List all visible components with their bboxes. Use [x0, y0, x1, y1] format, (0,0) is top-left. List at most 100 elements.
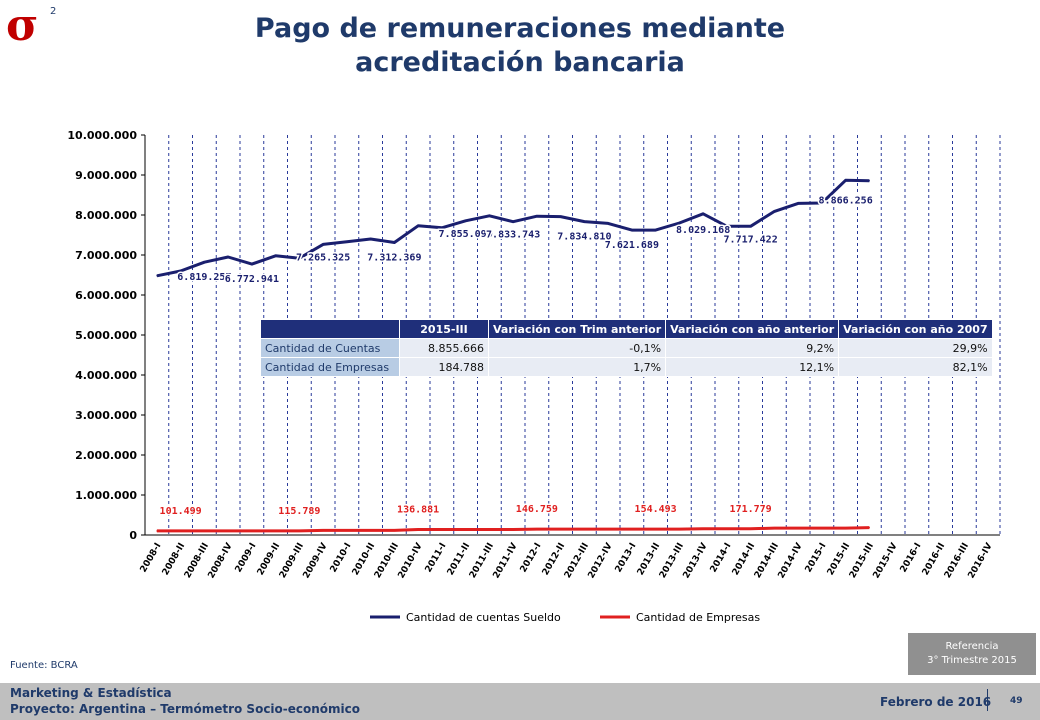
data-label: 7.265.325	[296, 252, 350, 263]
data-label: 115.789	[278, 506, 320, 517]
page-title: Pago de remuneraciones mediante acredita…	[200, 12, 840, 80]
data-point	[346, 241, 348, 243]
data-point	[488, 215, 490, 217]
data-label: 171.779	[730, 504, 772, 515]
data-point	[275, 530, 277, 532]
data-label: 7.717.422	[724, 234, 778, 245]
data-point	[322, 529, 324, 531]
x-tick-label: 2010-II	[351, 542, 377, 578]
data-point	[726, 225, 728, 227]
data-point	[180, 530, 182, 532]
x-tick-label: 2015-I	[804, 542, 829, 575]
table-header-cell: 2015-III	[399, 319, 489, 339]
reference-box: Referencia 3° Trimestre 2015	[908, 633, 1036, 675]
x-tick-label: 2009-IV	[302, 541, 330, 580]
data-point	[773, 210, 775, 212]
data-point	[536, 215, 538, 217]
table-header-cell: Variación con año 2007	[838, 319, 993, 339]
sigma-logo: σ 2	[6, 2, 56, 46]
data-point	[702, 528, 704, 530]
data-point	[275, 255, 277, 257]
title-line-1: Pago de remuneraciones mediante	[254, 13, 786, 44]
data-point	[868, 180, 870, 182]
x-tick-label: 2008-II	[161, 542, 187, 578]
y-tick-label: 0	[129, 529, 137, 542]
x-tick-label: 2012-I	[519, 542, 544, 575]
y-tick-label: 4.000.000	[75, 369, 137, 382]
x-tick-label: 2008-IV	[207, 541, 235, 580]
x-tick-label: 2013-IV	[682, 541, 710, 580]
page-number: 49	[1010, 696, 1023, 706]
table-corner	[260, 319, 400, 339]
data-point	[322, 243, 324, 245]
data-point	[631, 229, 633, 231]
data-point	[512, 221, 514, 223]
data-point	[298, 530, 300, 532]
data-point	[417, 528, 419, 531]
x-tick-label: 2016-II	[921, 542, 947, 578]
table-cell: 8.855.666	[399, 338, 489, 358]
data-point	[750, 528, 752, 530]
x-tick-label: 2015-IV	[872, 541, 900, 580]
table-cell: 9,2%	[665, 338, 840, 358]
data-point	[560, 216, 562, 218]
data-point	[821, 202, 823, 204]
data-label: 7.621.689	[605, 240, 659, 251]
data-label: 101.499	[160, 506, 202, 517]
data-point	[417, 225, 419, 227]
data-point	[227, 530, 229, 532]
data-label: 136.881	[397, 505, 439, 516]
x-tick-label: 2016-I	[899, 542, 924, 575]
x-tick-label: 2014-II	[731, 542, 757, 578]
data-label: 7.855.090	[439, 229, 493, 240]
data-point	[773, 527, 775, 529]
legend-label: Cantidad de cuentas Sueldo	[406, 611, 561, 624]
summary-table: 2015-III Variación con Trim anterior Var…	[260, 319, 993, 377]
x-tick-label: 2011-I	[424, 542, 449, 575]
data-point	[512, 528, 514, 531]
x-tick-label: 2014-I	[709, 542, 734, 575]
data-point	[203, 530, 205, 532]
data-point	[346, 529, 348, 531]
table-cell: 184.788	[399, 357, 489, 377]
x-tick-label: 2011-II	[446, 542, 472, 578]
data-point	[678, 222, 680, 224]
data-point	[488, 528, 490, 531]
data-point	[465, 528, 467, 531]
x-tick-label: 2011-IV	[492, 541, 520, 580]
y-tick-label: 10.000.000	[67, 129, 137, 142]
table-cell: 1,7%	[487, 357, 667, 377]
table-header-cell: Variación con Trim anterior	[487, 319, 667, 339]
data-point	[845, 527, 847, 529]
data-point	[750, 225, 752, 227]
data-point	[702, 213, 704, 215]
data-point	[441, 227, 443, 229]
table-cell: -0,1%	[487, 338, 667, 358]
data-label: 6.772.941	[225, 274, 279, 285]
x-tick-label: 2010-I	[329, 542, 354, 575]
data-point	[203, 261, 205, 263]
table-cell: 82,1%	[838, 357, 993, 377]
data-point	[607, 222, 609, 224]
table-row: Cantidad de Empresas 184.788 1,7% 12,1% …	[260, 357, 993, 377]
data-label: 8.866.256	[819, 195, 873, 206]
data-label: 6.819.257	[177, 272, 231, 283]
data-label: 146.759	[516, 504, 558, 515]
data-point	[393, 241, 395, 244]
data-point	[441, 528, 443, 531]
logo-sigma: σ	[6, 2, 38, 46]
data-point	[631, 528, 633, 530]
data-point	[298, 257, 300, 259]
data-point	[655, 229, 657, 231]
data-point	[370, 529, 372, 531]
table-cell: 29,9%	[838, 338, 993, 358]
x-tick-label: 2015-II	[826, 542, 852, 578]
data-label: 7.834.810	[557, 232, 611, 243]
y-tick-label: 5.000.000	[75, 329, 137, 342]
reference-line-1: Referencia	[945, 641, 999, 652]
y-tick-label: 6.000.000	[75, 289, 137, 302]
x-tick-label: 2013-II	[636, 542, 662, 578]
y-tick-label: 2.000.000	[75, 449, 137, 462]
y-tick-label: 1.000.000	[75, 489, 137, 502]
data-point	[370, 238, 372, 240]
